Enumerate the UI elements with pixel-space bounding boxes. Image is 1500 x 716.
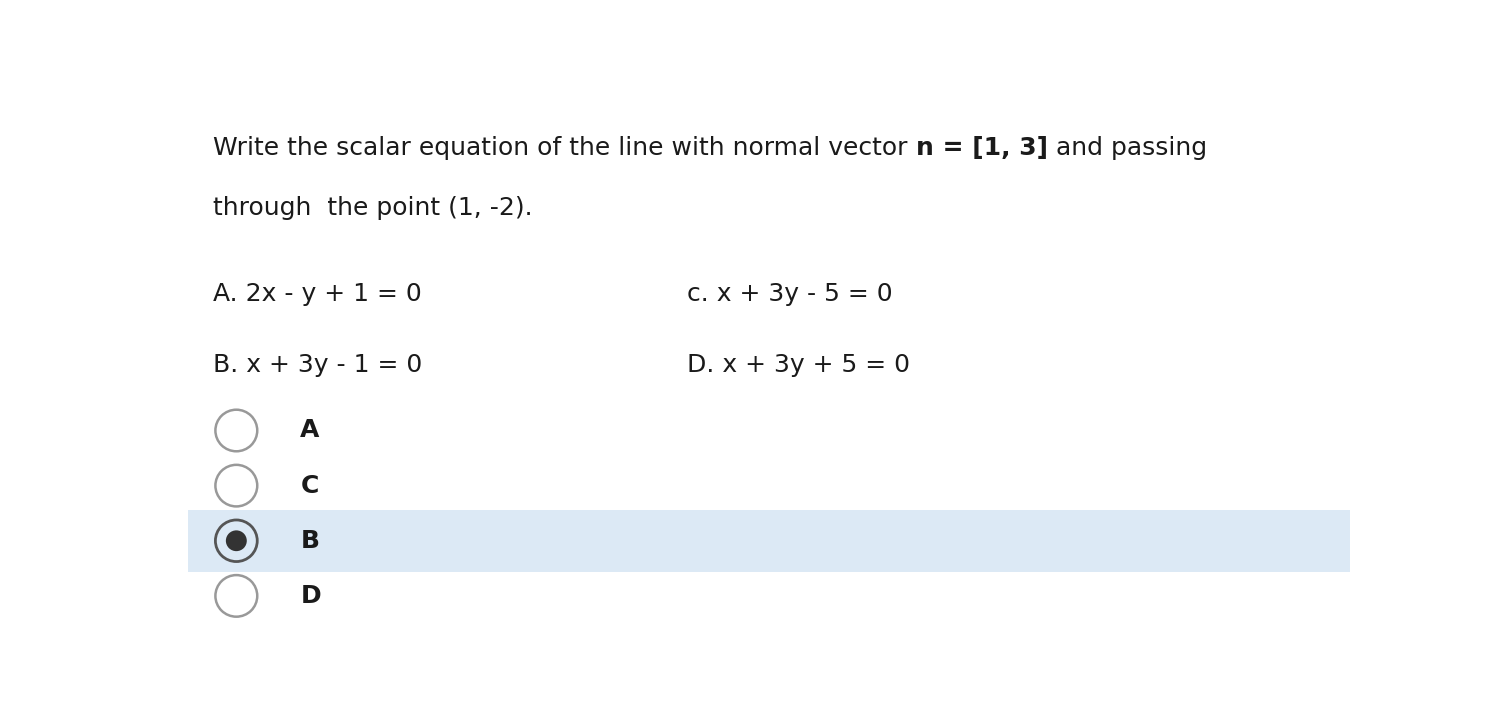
Text: B: B [300,528,320,553]
Text: D: D [300,584,321,608]
Text: A. 2x - y + 1 = 0: A. 2x - y + 1 = 0 [213,281,422,306]
Text: through  the point (1, -2).: through the point (1, -2). [213,196,532,221]
Text: Write the scalar equation of the line with normal vector: Write the scalar equation of the line wi… [213,135,915,160]
Text: D. x + 3y + 5 = 0: D. x + 3y + 5 = 0 [687,353,910,377]
Text: B. x + 3y - 1 = 0: B. x + 3y - 1 = 0 [213,353,423,377]
Text: c. x + 3y - 5 = 0: c. x + 3y - 5 = 0 [687,281,892,306]
Text: A: A [300,418,320,442]
Text: n = [1, 3]: n = [1, 3] [915,135,1047,160]
FancyBboxPatch shape [188,510,1350,572]
Text: C: C [300,473,318,498]
Ellipse shape [226,531,248,551]
Text: and passing: and passing [1047,135,1206,160]
